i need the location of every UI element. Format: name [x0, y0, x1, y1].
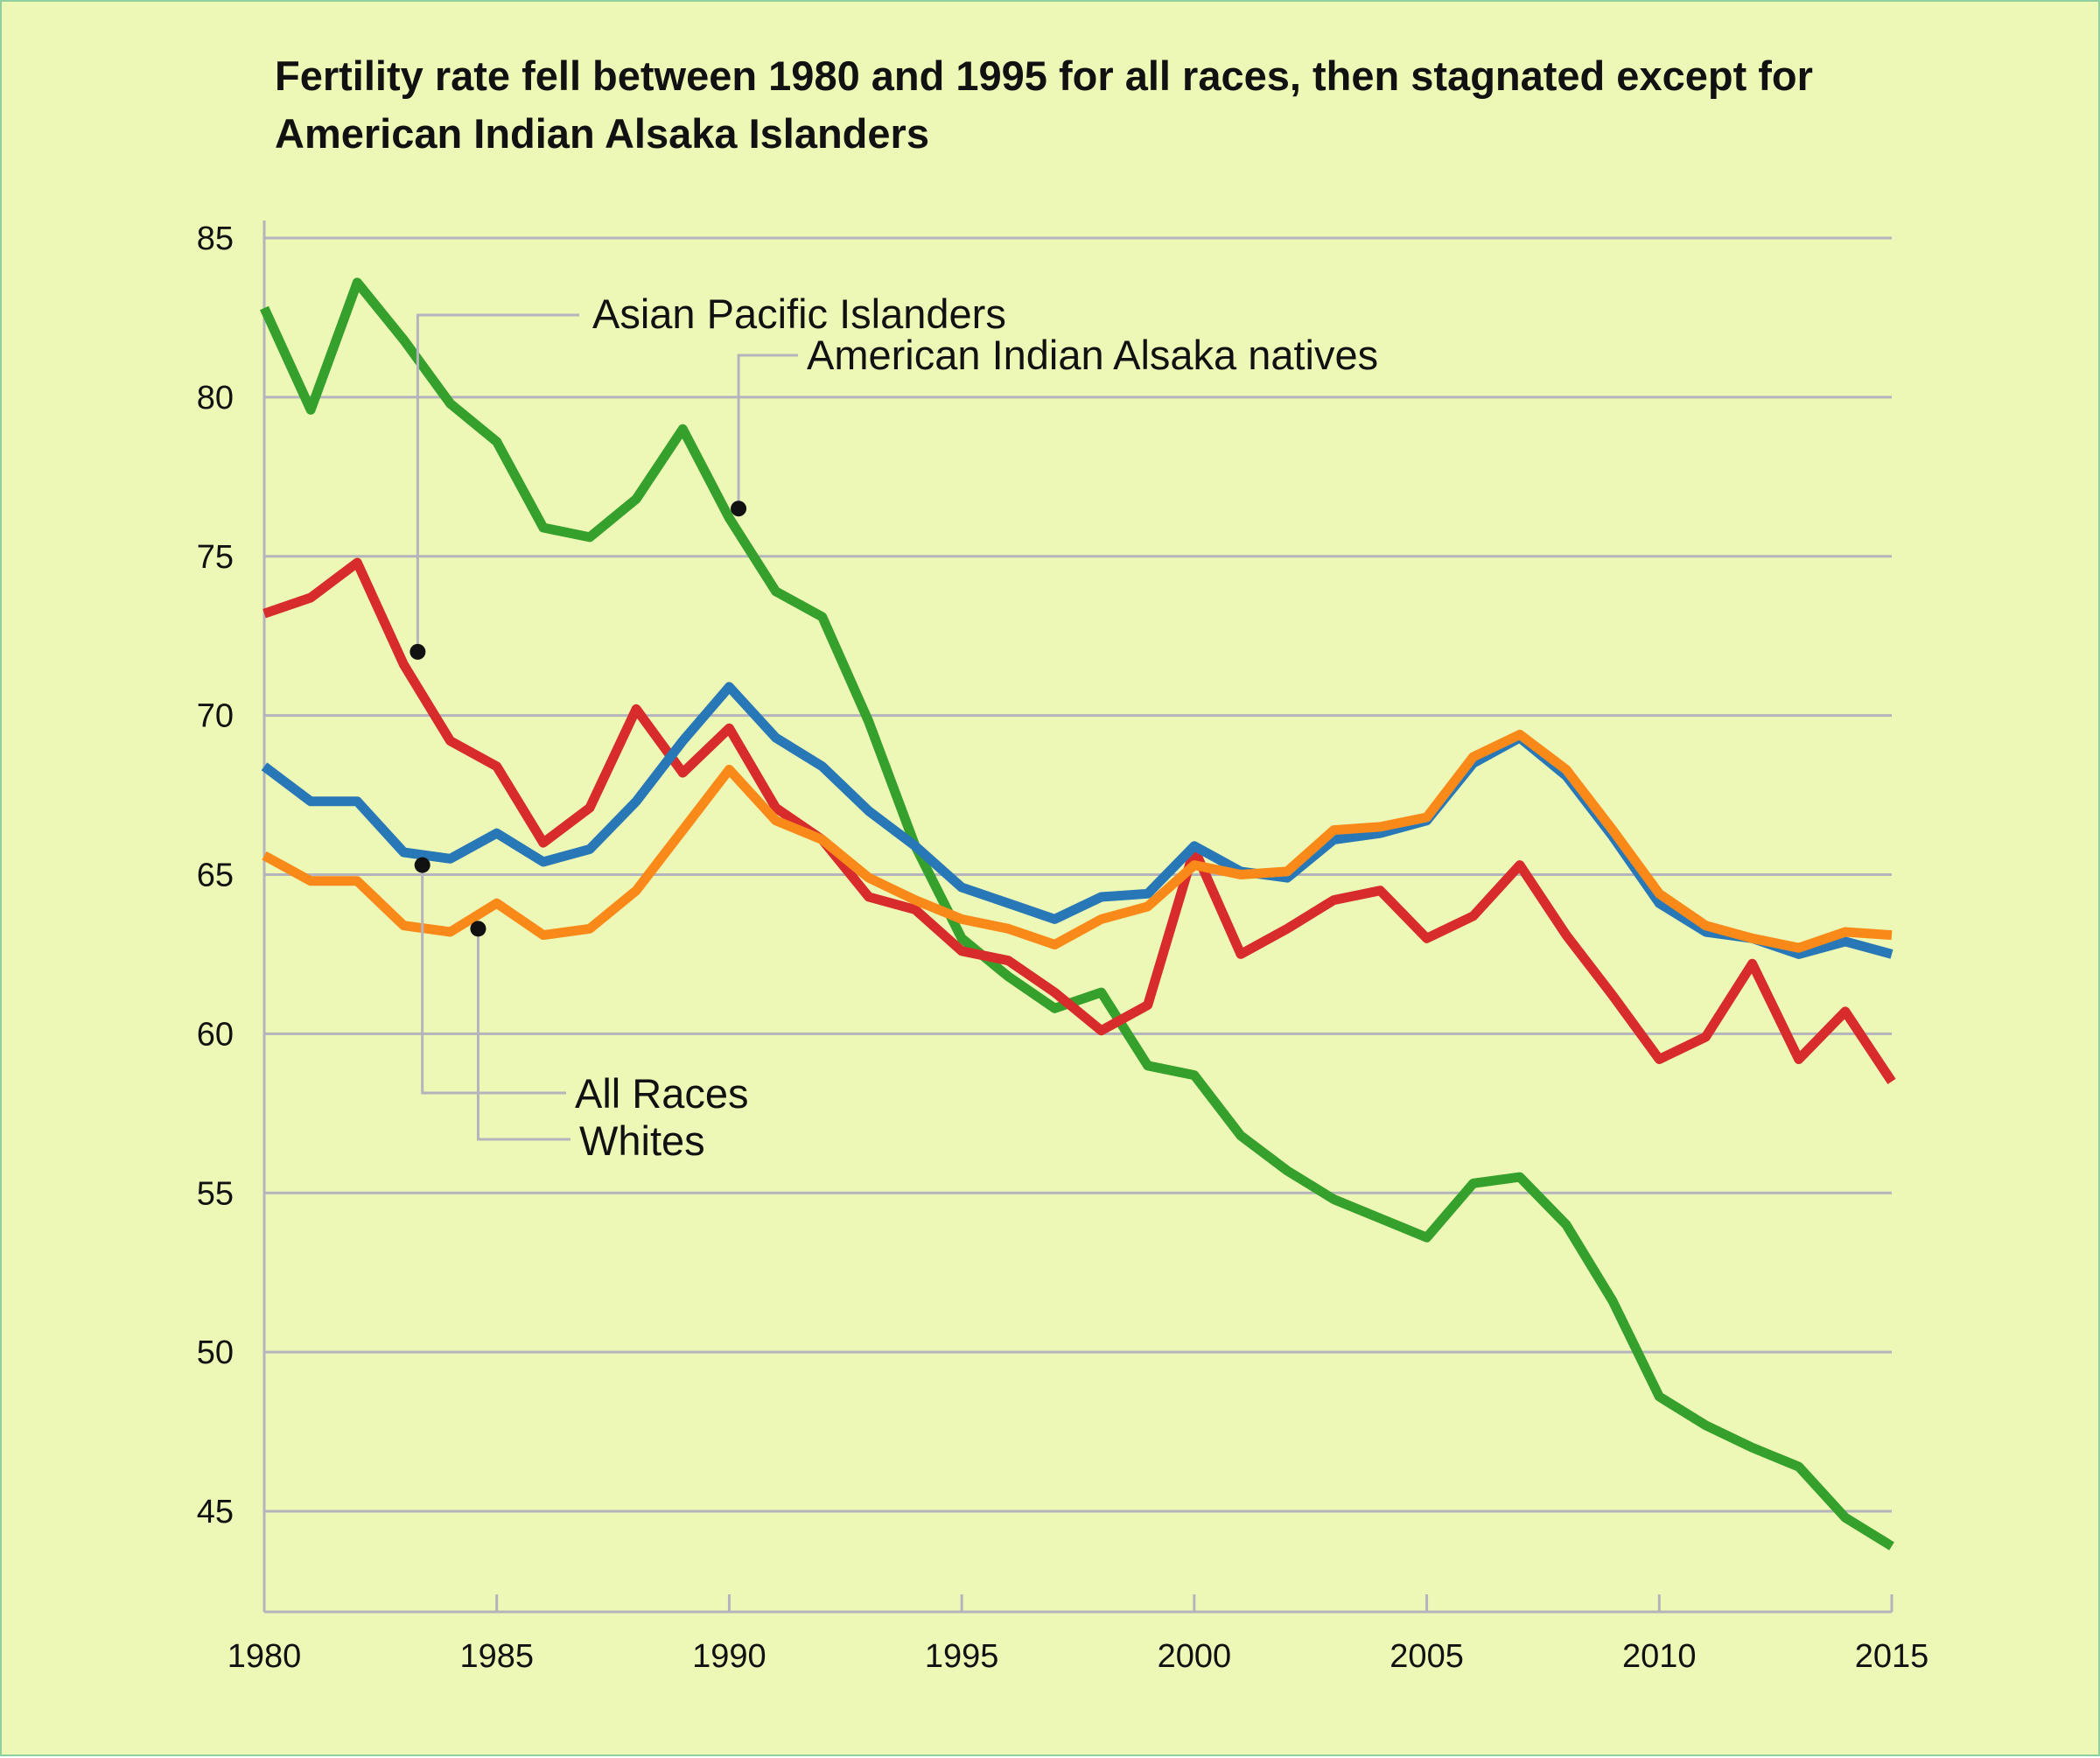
y-tick-label: 80	[197, 380, 234, 417]
callout-leader	[416, 313, 579, 652]
callout-dot	[410, 643, 426, 660]
callout-label: All Races	[575, 1070, 749, 1117]
y-tick-label: 55	[197, 1175, 234, 1212]
x-tick-label: 2000	[1158, 1638, 1232, 1675]
x-tick-label: 1995	[925, 1638, 999, 1675]
y-tick-label: 70	[197, 698, 234, 735]
series-line-american-indian-alsaka-natives	[259, 277, 1894, 1551]
x-tick-label: 1980	[228, 1638, 302, 1675]
x-tick-label: 2005	[1390, 1638, 1464, 1675]
callout-dot	[414, 857, 430, 873]
gridlines	[264, 236, 1892, 1513]
y-tick-label: 50	[197, 1334, 234, 1371]
x-tick-label: 1990	[692, 1638, 766, 1675]
series-line-whites	[262, 729, 1893, 953]
callout-leader	[421, 865, 566, 1095]
y-tick-label: 65	[197, 858, 234, 894]
series-lines	[259, 277, 1896, 1551]
y-tick-label: 75	[197, 539, 234, 576]
chart-title: Fertility rate fell between 1980 and 199…	[275, 53, 1813, 157]
callout-dot	[470, 921, 486, 937]
callout-label: Whites	[579, 1117, 705, 1164]
axes: 45 50 55 60 65 70 75 80 85 1980 1985 1990 1995 2000 20…	[197, 221, 1929, 1675]
x-tick-label: 2010	[1622, 1638, 1697, 1675]
callout-dot	[731, 501, 747, 517]
y-tick-label: 45	[197, 1494, 234, 1530]
y-tick-label: 85	[197, 221, 234, 257]
x-tick-label: 2015	[1855, 1638, 1929, 1675]
callout-label: American Indian Alsaka natives	[807, 332, 1378, 378]
x-tick-label: 1985	[459, 1638, 534, 1675]
callout-leader	[737, 354, 798, 509]
callout-label: Asian Pacific Islanders	[592, 291, 1006, 337]
series-line-asian-pacific-islanders	[262, 557, 1896, 1084]
callout-leader	[476, 928, 570, 1141]
y-tick-label: 60	[197, 1016, 234, 1053]
